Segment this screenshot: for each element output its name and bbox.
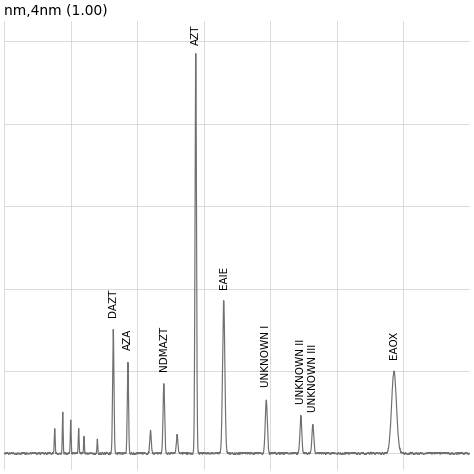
Text: UNKNOWN III: UNKNOWN III bbox=[308, 344, 318, 412]
Text: nm,4nm (1.00): nm,4nm (1.00) bbox=[4, 4, 108, 18]
Text: AZT: AZT bbox=[191, 25, 201, 46]
Text: DAZT: DAZT bbox=[108, 289, 118, 318]
Text: UNKNOWN II: UNKNOWN II bbox=[296, 338, 306, 404]
Text: NDMAZT: NDMAZT bbox=[159, 326, 169, 371]
Text: UNKNOWN I: UNKNOWN I bbox=[261, 325, 271, 387]
Text: AZA: AZA bbox=[123, 329, 133, 350]
Text: EAIE: EAIE bbox=[219, 265, 228, 289]
Text: EAOX: EAOX bbox=[389, 330, 399, 359]
